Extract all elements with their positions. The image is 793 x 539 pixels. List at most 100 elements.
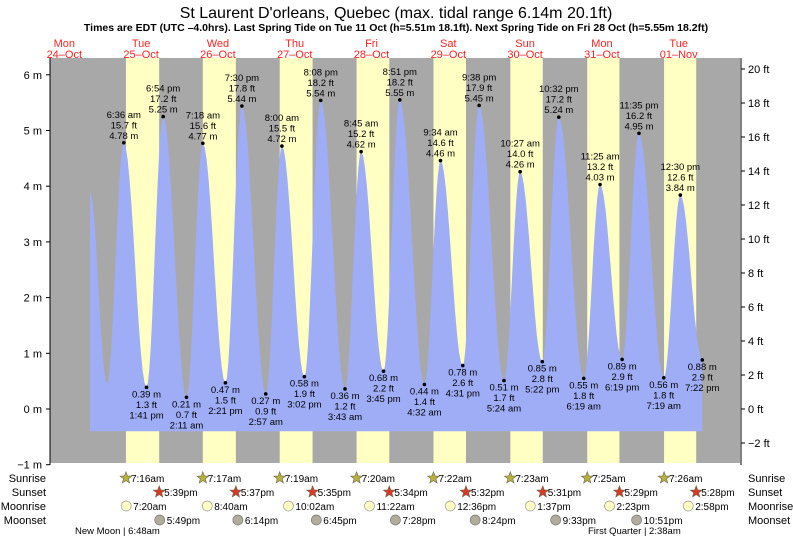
- tide-label: 15.5 ft: [269, 124, 296, 135]
- day-name: Mon: [591, 38, 612, 50]
- tide-label: 3:02 pm: [287, 400, 321, 411]
- moonset-time: 6:14pm: [245, 516, 278, 527]
- low-tide-point: [661, 376, 666, 380]
- right-tick-label: 10 ft: [748, 234, 769, 246]
- tide-label: 5.45 m: [465, 93, 494, 104]
- tide-label: 11:25 am: [581, 152, 620, 163]
- right-tick-label: 20 ft: [748, 64, 769, 76]
- tide-label: 15.2 ft: [348, 129, 375, 140]
- first-quarter-label: First Quarter | 2:38am: [588, 526, 681, 537]
- day-date: 28–Oct: [354, 49, 389, 61]
- right-tick-label: 4 ft: [748, 336, 763, 348]
- moonrise-time: 10:02am: [295, 502, 334, 513]
- tide-label: 0.7 ft: [176, 410, 197, 421]
- sunrise-icon: [272, 470, 287, 484]
- tide-label: 0.56 m: [649, 380, 678, 391]
- tide-label: 0.9 ft: [255, 406, 276, 417]
- low-tide-point: [460, 363, 465, 368]
- high-tide-point: [280, 144, 284, 148]
- tide-label: 18.2 ft: [308, 78, 335, 89]
- tide-label: 7:22 pm: [685, 383, 719, 394]
- tide-label: 4.03 m: [586, 173, 615, 184]
- tide-label: 2:11 am: [170, 420, 204, 431]
- tide-label: 6:54 pm: [146, 84, 180, 95]
- day-date: 31–Oct: [584, 49, 619, 61]
- day-name: Sun: [515, 38, 535, 50]
- high-tide-point: [318, 98, 323, 103]
- moonrise-time: 11:22am: [376, 502, 414, 513]
- day-name: Fri: [365, 38, 378, 50]
- sunset-icon: [612, 484, 627, 498]
- tide-label: 1.9 ft: [294, 389, 315, 400]
- low-tide-point: [223, 381, 228, 385]
- tide-label: 4.72 m: [267, 134, 296, 145]
- moonset-icon: [310, 514, 322, 526]
- moonrise-row-label: Moonrise: [1, 501, 46, 513]
- sunset-icon: [152, 484, 166, 498]
- tide-label: 17.9 ft: [466, 83, 493, 94]
- tide-label: 2.2 ft: [373, 384, 394, 395]
- tide-label: 11:35 pm: [620, 100, 659, 111]
- sunset-time: 5:37pm: [241, 488, 274, 499]
- tide-label: 0.47 m: [211, 385, 240, 396]
- moonset-time: 9:33pm: [563, 516, 596, 527]
- high-tide-point: [240, 104, 244, 108]
- day-date: 27–Oct: [277, 49, 312, 61]
- moonrise-icon: [682, 500, 694, 512]
- sunrise-time: 7:22am: [438, 474, 471, 485]
- tide-label: 4:31 pm: [446, 389, 480, 400]
- moonrise-time: 2:23pm: [617, 502, 650, 513]
- low-tide-point: [263, 392, 268, 396]
- sunset-row-label-right: Sunset: [748, 487, 782, 499]
- tide-label: 4.78 m: [109, 131, 138, 142]
- tide-label: 14.0 ft: [507, 149, 534, 160]
- sunset-time: 5:34pm: [394, 488, 427, 499]
- tide-label: 2.8 ft: [532, 374, 553, 385]
- low-tide-point: [422, 382, 427, 387]
- tide-label: 0.88 m: [688, 362, 717, 373]
- moonrise-icon: [444, 500, 456, 512]
- sunset-icon: [459, 484, 473, 498]
- high-tide-point: [201, 141, 205, 146]
- low-tide-point: [540, 359, 545, 364]
- high-tide-point: [161, 114, 165, 119]
- tide-label: 12:30 pm: [660, 162, 700, 173]
- high-tide-point: [398, 98, 402, 102]
- day-date: 26–Oct: [200, 49, 235, 61]
- sunset-icon: [382, 484, 397, 498]
- tide-label: 0.51 m: [489, 383, 518, 394]
- tide-label: 12.6 ft: [667, 173, 694, 184]
- right-tick-label: 0 ft: [748, 404, 763, 416]
- tide-label: 7:18 am: [186, 110, 220, 121]
- right-tick-label: 6 ft: [748, 302, 763, 314]
- sunrise-time: 7:19am: [285, 474, 318, 485]
- high-tide-point: [518, 169, 522, 174]
- tide-label: 9:34 am: [423, 128, 457, 139]
- sunset-icon: [305, 484, 320, 498]
- day-date: 01–Nov: [660, 49, 698, 61]
- tide-label: 18.2 ft: [387, 77, 414, 88]
- tide-label: 2:57 am: [249, 417, 283, 428]
- high-tide-point: [598, 182, 602, 187]
- sunset-time: 5:29pm: [624, 488, 657, 499]
- right-tick-label: 14 ft: [748, 166, 769, 178]
- moonrise-icon: [201, 500, 213, 512]
- tide-label: 3.84 m: [666, 183, 695, 194]
- tide-label: 1.7 ft: [493, 393, 514, 404]
- tide-label: 8:51 pm: [383, 67, 417, 78]
- moonset-time: 10:51pm: [644, 516, 683, 527]
- low-tide-point: [620, 357, 624, 362]
- chart-title: St Laurent D'orleans, Quebec (max. tidal…: [180, 5, 613, 22]
- moonrise-time: 1:37pm: [537, 502, 570, 513]
- left-tick-label: −1 m: [17, 460, 42, 472]
- day-date: 24–Oct: [47, 49, 82, 61]
- tide-label: 2.6 ft: [452, 378, 473, 389]
- moonset-icon: [232, 514, 244, 526]
- left-tick-label: 6 m: [24, 70, 42, 82]
- tide-label: 6:36 am: [107, 110, 141, 121]
- sunset-time: 5:28pm: [701, 488, 734, 499]
- new-moon-label: New Moon | 6:48am: [75, 526, 160, 537]
- moonset-icon: [550, 514, 562, 526]
- sunset-time: 5:35pm: [318, 488, 351, 499]
- moonrise-time: 8:40am: [214, 502, 247, 513]
